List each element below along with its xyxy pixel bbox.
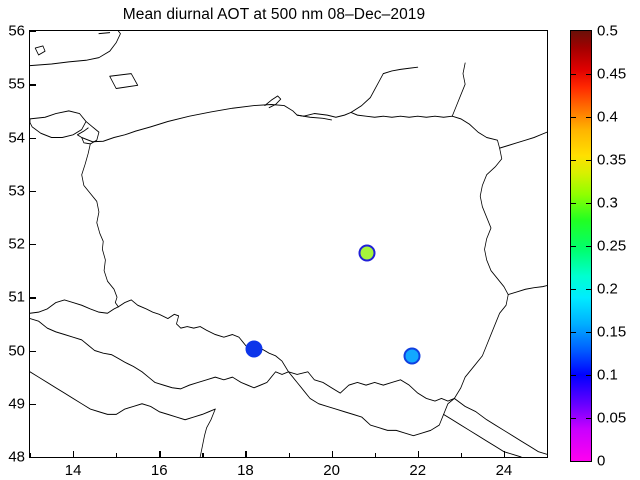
x-tick-minor-19 [288, 453, 290, 457]
y-tick-53 [30, 190, 36, 193]
x-tick-minor-17 [202, 453, 204, 457]
cbar-tick-015 [571, 332, 576, 334]
cbar-tick-03-r [586, 203, 591, 205]
x-tick-minor-21 [374, 453, 376, 457]
x-tick-minor-23 [460, 453, 463, 457]
y-tick-56 [30, 31, 36, 33]
cbar-tick-02 [571, 289, 576, 291]
chart-title: Mean diurnal AOT at 500 nm 08–Dec–2019 [122, 6, 426, 23]
y-tick-label-51: 51 [8, 288, 25, 306]
x-tick-label-16: 16 [150, 462, 168, 479]
map-axes: 48 49 50 51 52 53 54 55 56 14 16 18 20 2… [8, 23, 548, 479]
x-tick-label-18: 18 [237, 462, 254, 479]
cbar-label-0: 0 [597, 452, 606, 470]
cbar-label-025: 0.25 [597, 237, 627, 255]
station-warsaw[interactable] [358, 244, 376, 262]
cbar-label-05: 0.5 [597, 22, 618, 40]
cbar-tick-015-r [586, 332, 591, 334]
y-tick-label-50: 50 [8, 342, 25, 359]
x-tick-22 [417, 451, 420, 457]
cbar-label-035: 0.35 [597, 151, 627, 169]
y-tick-label-48: 48 [8, 448, 25, 466]
cbar-label-005: 0.05 [597, 409, 627, 427]
y-tick-label-52: 52 [8, 235, 25, 253]
cbar-label-01: 0.1 [597, 366, 618, 384]
x-tick-24 [503, 451, 506, 457]
station-rzeszow[interactable] [403, 347, 421, 365]
y-tick-51 [30, 297, 36, 299]
aot-colorbar[interactable]: 0 0.05 0.1 0.15 0.2 0.25 0.3 0.35 0.4 0.… [570, 23, 626, 470]
cbar-label-02: 0.2 [597, 280, 618, 298]
cbar-tick-02-r [586, 289, 591, 291]
cbar-tick-045-r [586, 74, 591, 76]
y-tick-50 [30, 350, 36, 352]
cbar-tick-01-r [586, 375, 591, 377]
y-tick-55 [30, 84, 36, 86]
cbar-tick-03 [571, 203, 576, 205]
y-tick-52 [30, 244, 36, 246]
station-raciborz[interactable] [245, 340, 263, 358]
cbar-tick-025 [571, 246, 576, 248]
cbar-tick-045 [571, 74, 576, 76]
cbar-tick-035 [571, 160, 576, 162]
cbar-tick-0 [571, 461, 576, 463]
y-tick-label-56: 56 [8, 22, 25, 40]
cbar-label-045: 0.45 [597, 65, 627, 83]
cbar-label-015: 0.15 [597, 323, 627, 341]
cbar-tick-04 [571, 117, 576, 119]
x-tick-14 [73, 451, 75, 457]
basemap-borders [30, 31, 547, 457]
cbar-tick-04-r [586, 117, 591, 119]
x-tick-label-24: 24 [495, 462, 513, 479]
y-tick-49 [30, 403, 36, 406]
y-tick-label-49: 49 [8, 395, 25, 413]
x-tick-18 [245, 451, 247, 457]
cbar-tick-025-r [586, 246, 591, 248]
y-tick-48 [30, 457, 36, 459]
x-tick-16 [159, 451, 161, 457]
x-tick-minor-15 [116, 453, 118, 457]
x-tick-20 [331, 451, 333, 457]
x-tick-minor-13 [30, 453, 32, 457]
y-tick-label-54: 54 [8, 129, 25, 146]
cbar-label-03: 0.3 [597, 194, 618, 212]
cbar-tick-0-r [586, 461, 591, 463]
y-tick-label-55: 55 [8, 75, 25, 93]
y-tick-label-53: 53 [8, 182, 25, 200]
x-tick-label-14: 14 [64, 462, 82, 479]
y-tick-54 [30, 137, 36, 139]
cbar-tick-035-r [586, 160, 591, 162]
cbar-tick-005-r [586, 418, 591, 420]
cbar-label-04: 0.4 [597, 108, 618, 126]
cbar-tick-005 [571, 418, 576, 420]
cbar-tick-01 [571, 375, 576, 377]
x-tick-label-22: 22 [409, 462, 427, 479]
x-tick-label-20: 20 [323, 462, 340, 479]
